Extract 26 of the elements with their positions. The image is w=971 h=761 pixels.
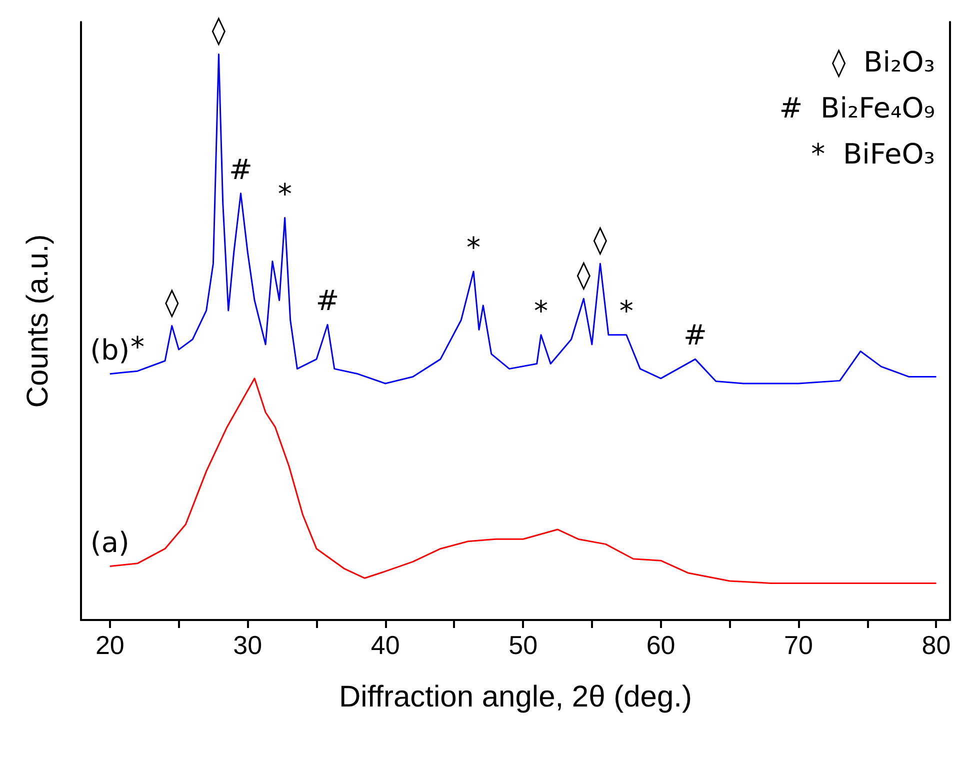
annotation: ◊: [212, 14, 226, 47]
annotation: #: [316, 284, 340, 318]
x-tick-label: 50: [508, 630, 538, 660]
annotation: *: [619, 294, 634, 328]
annotation: # Bi₂Fe₄O₉: [779, 92, 935, 124]
annotation: ◊: [164, 285, 179, 318]
x-axis-title: Diffraction angle, 2θ (deg.): [339, 680, 692, 714]
annotation: ◊ Bi₂O₃: [832, 46, 936, 78]
annotation: (a): [90, 526, 130, 559]
annotation: ◊: [576, 258, 591, 292]
x-tick-label: 30: [233, 630, 262, 660]
x-tick-label: 40: [370, 630, 400, 660]
annotation: #: [683, 318, 707, 352]
annotation: * BiFeO₃: [811, 138, 936, 170]
x-tick-label: 20: [95, 630, 124, 660]
x-tick-label: 80: [922, 630, 951, 660]
annotation: *: [130, 330, 144, 364]
y-axis-title: Counts (a.u.): [22, 234, 54, 408]
annotation: *: [534, 294, 548, 328]
annotation: *: [278, 177, 292, 210]
annotation: #: [229, 152, 252, 186]
annotation: *: [466, 230, 480, 264]
annotation: ◊: [593, 223, 608, 256]
x-tick-label: 60: [646, 630, 676, 660]
annotation: (b): [90, 333, 130, 366]
x-tick-label: 70: [784, 630, 813, 660]
